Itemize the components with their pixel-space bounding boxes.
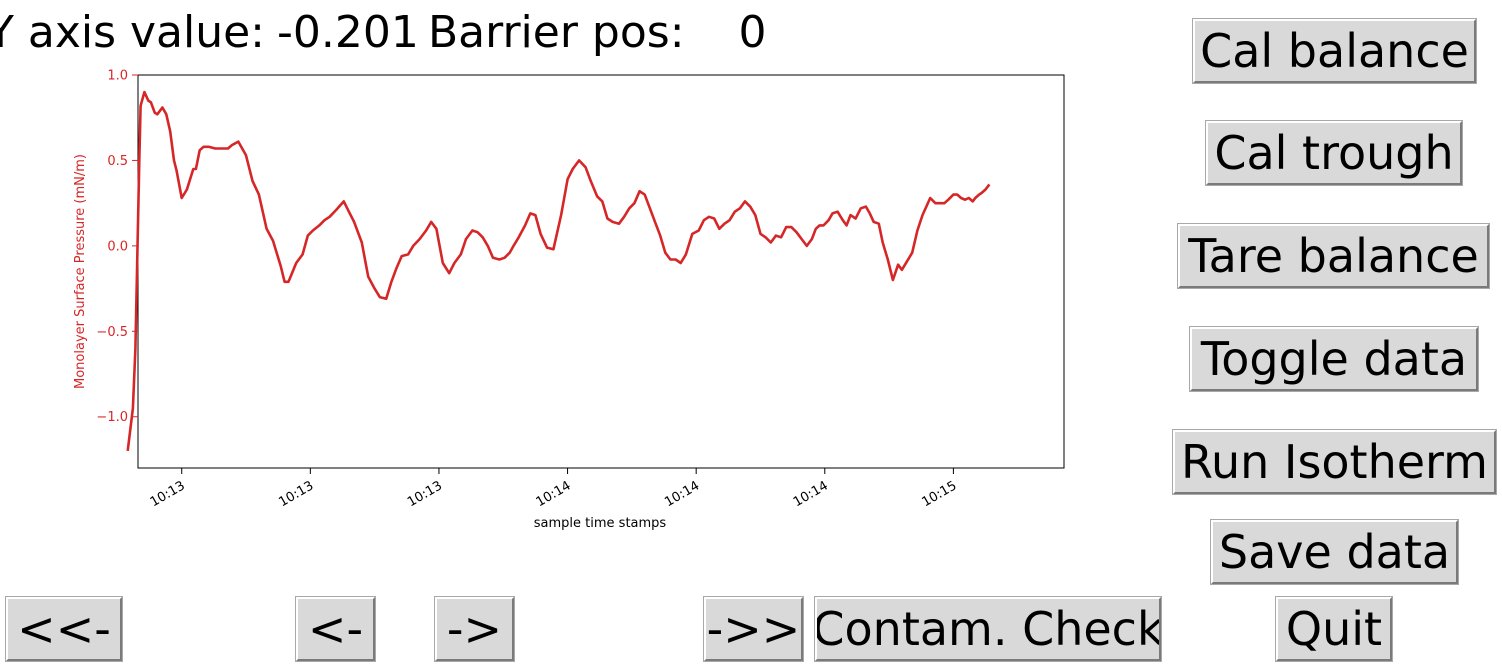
y-axis-label: Y axis value:: [0, 7, 266, 58]
x-axis: 10:13 10:13 10:13 10:14 10:14 10:14 10:15: [148, 468, 959, 510]
x-tick-label: 10:14: [534, 478, 574, 510]
save-data-button[interactable]: Save data: [1211, 520, 1458, 584]
x-tick-label: 10:14: [662, 478, 702, 510]
y-axis: 1.0 0.5 0.0 −0.5 −1.0: [96, 69, 138, 425]
prev-page-button[interactable]: <-: [296, 597, 375, 661]
plot-area: [137, 74, 1065, 469]
x-tick-label: 10:13: [148, 478, 188, 510]
barrier-label: Barrier pos:: [428, 7, 685, 58]
barrier-value: 0: [738, 7, 767, 58]
run-isotherm-button[interactable]: Run Isotherm: [1173, 430, 1496, 494]
first-page-button[interactable]: <<-: [6, 597, 122, 661]
quit-button[interactable]: Quit: [1276, 597, 1392, 661]
y-axis-label: Monolayer Surface Pressure (mN/m): [73, 154, 88, 389]
y-axis-value: -0.201: [277, 7, 419, 58]
y-tick-label: 0.0: [107, 239, 128, 254]
tare-balance-button[interactable]: Tare balance: [1178, 224, 1489, 288]
toggle-data-button[interactable]: Toggle data: [1190, 327, 1478, 391]
cal-balance-button[interactable]: Cal balance: [1193, 19, 1476, 83]
next-page-button[interactable]: ->: [435, 597, 514, 661]
surface-pressure-chart: 1.00.50.0−0.5−1.0 10:13 10:13 10:13 10:14 10…: [73, 69, 1065, 531]
x-tick-label: 10:14: [791, 478, 831, 510]
y-axis-readout: Y axis value: -0.201: [0, 6, 419, 60]
contam-check-button[interactable]: Contam. Check: [815, 597, 1161, 661]
x-tick-label: 10:13: [405, 478, 445, 510]
barrier-readout: Barrier pos: 0: [428, 6, 767, 60]
last-page-button[interactable]: ->>: [704, 597, 803, 661]
x-axis-label: sample time stamps: [534, 516, 667, 531]
y-tick-label: 0.5: [107, 154, 128, 169]
x-tick-label: 10:15: [919, 478, 959, 510]
cal-trough-button[interactable]: Cal trough: [1206, 121, 1462, 185]
y-tick-label: 1.0: [107, 69, 128, 84]
x-tick-label: 10:13: [276, 478, 316, 510]
y-tick-label: −1.0: [96, 410, 128, 425]
series-line-surface-pressure: [126, 90, 991, 452]
y-tick-label: −0.5: [96, 325, 128, 340]
